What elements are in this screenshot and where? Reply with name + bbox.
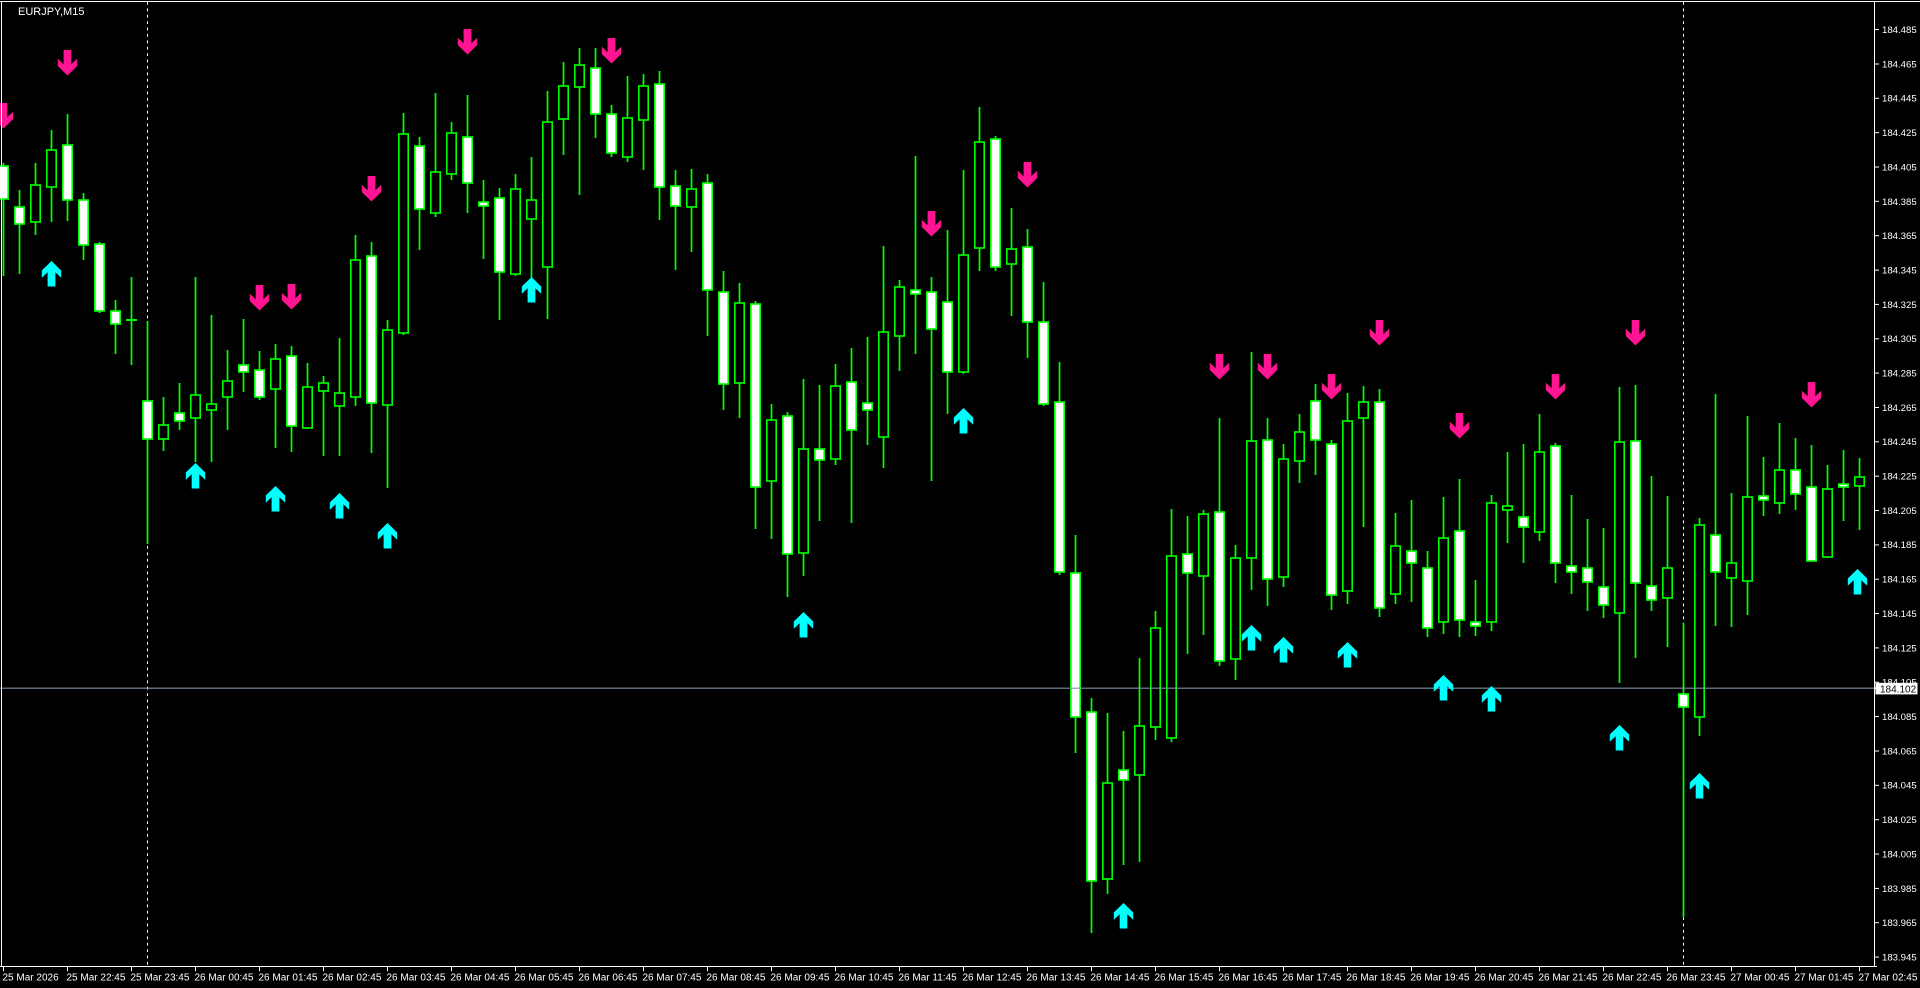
svg-text:26 Mar 04:45: 26 Mar 04:45 (451, 973, 510, 984)
svg-text:183.945: 183.945 (1882, 953, 1917, 964)
svg-text:27 Mar 01:45: 27 Mar 01:45 (1795, 973, 1854, 984)
svg-text:26 Mar 17:45: 26 Mar 17:45 (1283, 973, 1342, 984)
svg-text:EURJPY,M15: EURJPY,M15 (18, 6, 84, 18)
svg-text:25 Mar 23:45: 25 Mar 23:45 (131, 973, 190, 984)
svg-text:184.065: 184.065 (1882, 746, 1917, 757)
svg-text:26 Mar 16:45: 26 Mar 16:45 (1219, 973, 1278, 984)
svg-text:184.005: 184.005 (1882, 849, 1917, 860)
svg-text:184.365: 184.365 (1882, 231, 1917, 242)
svg-text:184.485: 184.485 (1882, 25, 1917, 36)
svg-text:26 Mar 08:45: 26 Mar 08:45 (707, 973, 766, 984)
svg-text:26 Mar 05:45: 26 Mar 05:45 (515, 973, 574, 984)
svg-text:184.465: 184.465 (1882, 59, 1917, 70)
svg-text:184.165: 184.165 (1882, 575, 1917, 586)
svg-text:184.025: 184.025 (1882, 815, 1917, 826)
svg-text:184.425: 184.425 (1882, 128, 1917, 139)
svg-text:26 Mar 23:45: 26 Mar 23:45 (1667, 973, 1726, 984)
svg-text:184.265: 184.265 (1882, 403, 1917, 414)
svg-text:184.045: 184.045 (1882, 781, 1917, 792)
svg-text:26 Mar 21:45: 26 Mar 21:45 (1539, 973, 1598, 984)
svg-text:26 Mar 02:45: 26 Mar 02:45 (323, 973, 382, 984)
svg-text:184.245: 184.245 (1882, 437, 1917, 448)
svg-text:184.205: 184.205 (1882, 506, 1917, 517)
svg-text:25 Mar 2026: 25 Mar 2026 (3, 973, 60, 984)
svg-text:184.385: 184.385 (1882, 197, 1917, 208)
svg-text:26 Mar 01:45: 26 Mar 01:45 (259, 973, 318, 984)
svg-text:27 Mar 00:45: 27 Mar 00:45 (1731, 973, 1790, 984)
svg-text:26 Mar 09:45: 26 Mar 09:45 (771, 973, 830, 984)
svg-text:26 Mar 06:45: 26 Mar 06:45 (579, 973, 638, 984)
svg-text:183.985: 183.985 (1882, 884, 1917, 895)
svg-text:26 Mar 15:45: 26 Mar 15:45 (1155, 973, 1214, 984)
svg-text:184.145: 184.145 (1882, 609, 1917, 620)
svg-text:184.125: 184.125 (1882, 643, 1917, 654)
svg-text:184.345: 184.345 (1882, 265, 1917, 276)
svg-text:27 Mar 02:45: 27 Mar 02:45 (1859, 973, 1918, 984)
svg-text:184.285: 184.285 (1882, 369, 1917, 380)
svg-text:26 Mar 07:45: 26 Mar 07:45 (643, 973, 702, 984)
svg-text:26 Mar 19:45: 26 Mar 19:45 (1411, 973, 1470, 984)
svg-text:26 Mar 00:45: 26 Mar 00:45 (195, 973, 254, 984)
svg-text:26 Mar 03:45: 26 Mar 03:45 (387, 973, 446, 984)
svg-text:184.102: 184.102 (1880, 684, 1917, 695)
svg-text:184.405: 184.405 (1882, 162, 1917, 173)
svg-text:184.185: 184.185 (1882, 540, 1917, 551)
svg-text:26 Mar 14:45: 26 Mar 14:45 (1091, 973, 1150, 984)
svg-text:26 Mar 10:45: 26 Mar 10:45 (835, 973, 894, 984)
svg-text:25 Mar 22:45: 25 Mar 22:45 (67, 973, 126, 984)
svg-text:184.325: 184.325 (1882, 300, 1917, 311)
svg-text:26 Mar 20:45: 26 Mar 20:45 (1475, 973, 1534, 984)
svg-text:26 Mar 11:45: 26 Mar 11:45 (899, 973, 958, 984)
svg-text:184.085: 184.085 (1882, 712, 1917, 723)
svg-text:26 Mar 18:45: 26 Mar 18:45 (1347, 973, 1406, 984)
svg-text:184.305: 184.305 (1882, 334, 1917, 345)
svg-text:26 Mar 12:45: 26 Mar 12:45 (963, 973, 1022, 984)
svg-text:26 Mar 13:45: 26 Mar 13:45 (1027, 973, 1086, 984)
svg-text:184.445: 184.445 (1882, 94, 1917, 105)
svg-text:183.965: 183.965 (1882, 918, 1917, 929)
svg-text:184.225: 184.225 (1882, 472, 1917, 483)
svg-text:26 Mar 22:45: 26 Mar 22:45 (1603, 973, 1662, 984)
